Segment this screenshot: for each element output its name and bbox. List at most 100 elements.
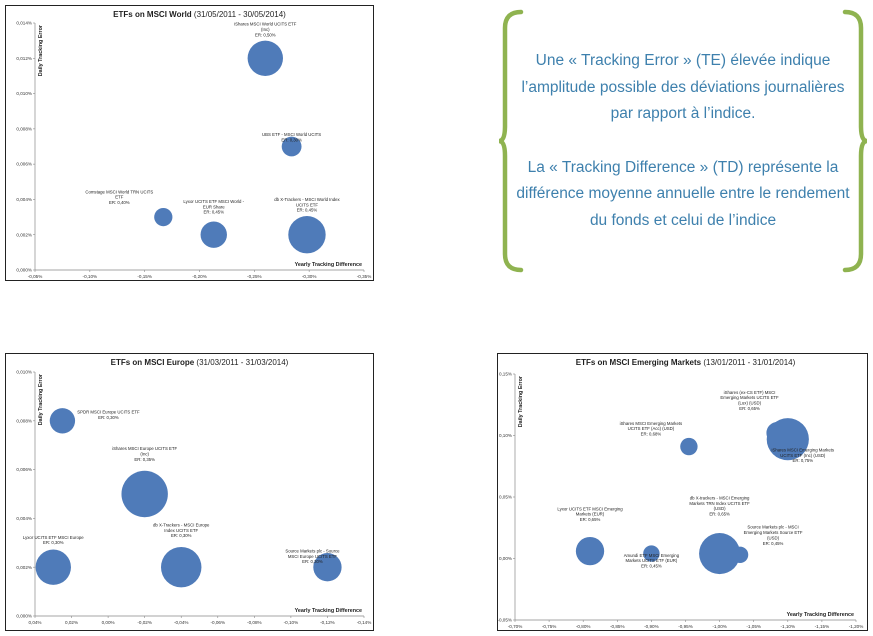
bubble-marker (200, 221, 227, 248)
x-tick-label: -0,70% (508, 624, 523, 629)
y-tick-label: 0,002% (16, 565, 32, 570)
y-tick-label: 0,014% (16, 21, 32, 26)
bubble-label-line: Markets (EUR) (576, 512, 605, 517)
x-tick-label: -0,10% (284, 620, 299, 625)
bubble-label: Amundi ETF MSCI Emerging Markets UCITS ET… (624, 553, 680, 569)
chart-msci-world: ETFs on MSCI World (31/05/2011 - 30/05/2… (5, 5, 374, 281)
bubble-label: SPDR MSCI Europe UCITS ETF ER: 0,30% (77, 409, 140, 419)
x-tick-label: -0,90% (644, 624, 659, 629)
y-tick-label: 0,000% (16, 614, 32, 619)
chart-title-dates: (13/01/2011 - 31/01/2014) (703, 358, 795, 367)
bubble-label-line: ER: 0,35% (134, 457, 155, 462)
bubble-marker (154, 207, 173, 227)
x-tick-label: -0,06% (210, 620, 225, 625)
bubble-label-line: Markets UCITS ETF (EUR) (625, 558, 677, 563)
x-axis-title: Yearly Tracking Difference (787, 612, 854, 618)
chart-title: ETFs on MSCI Europe (31/03/2011 - 31/03/… (111, 358, 289, 367)
bubble-marker (288, 216, 326, 254)
bubble-label-line: ER: 0,68% (641, 432, 662, 437)
bubble-label-line: Lyxor UCITS ETF MSCI Europe (23, 535, 84, 540)
info-paragraph-td: La « Tracking Difference » (TD) représen… (516, 158, 850, 229)
x-tick-label: -0,12% (320, 620, 335, 625)
x-tick-label: 0,04% (28, 620, 41, 625)
y-tick-label: 0,010% (16, 91, 32, 96)
bubble-label-line: Markets TRN Index UCITS ETF (689, 501, 750, 506)
bubble-label: iShares (ex-CS ETF) MSCI Emerging Markets… (720, 390, 779, 411)
bubble-marker (35, 549, 71, 585)
y-tick-label: 0,05% (499, 495, 512, 500)
bubble-marker (313, 553, 342, 582)
chart-title-main: ETFs on MSCI Europe (111, 358, 197, 367)
y-tick-label: 0,15% (499, 372, 512, 377)
bubble-label-line: Amundi ETF MSCI Emerging (624, 553, 680, 558)
bubble-marker (731, 546, 749, 564)
info-box: Une « Tracking Error » (TE) élevée indiq… (497, 8, 869, 274)
bubble-label: UBS ETF - MSCI World UCITS ER: 0,30% (262, 132, 321, 142)
bubble-label-line: UBS ETF - MSCI World UCITS (262, 132, 321, 137)
bubble-label-line: ER: 0,30% (171, 533, 192, 538)
y-tick-label: 0,004% (16, 516, 32, 521)
x-tick-label: -0,30% (302, 274, 317, 279)
x-tick-label: 0,00% (102, 620, 115, 625)
bubble-label-line: ER: 0,45% (763, 541, 784, 546)
bubble-label-line: iShares MSCI Emerging Markets (620, 421, 683, 426)
x-tick-label: -0,15% (137, 274, 152, 279)
bubble-label-line: Source Markets plc - MSCI (747, 525, 798, 530)
bubble-label-line: ER: 0,30% (43, 540, 64, 545)
y-tick-label: 0,004% (16, 197, 32, 202)
bubble-label: db X-Trackers - MSCI World Index UCITS ET… (274, 197, 340, 213)
x-tick-label: -0,04% (174, 620, 189, 625)
x-tick-label: -0,02% (137, 620, 152, 625)
x-tick-label: -1,00% (712, 624, 727, 629)
left-bracket (498, 9, 524, 273)
bubble-label-line: Index UCITS ETF (164, 528, 198, 533)
bubble-marker (643, 545, 660, 562)
bubble-label: Lyxor UCITS ETF MSCI Europe ER: 0,30% (23, 535, 84, 545)
y-axis-title: Daily Tracking Error (38, 24, 44, 76)
chart-title-main: ETFs on MSCI Emerging Markets (576, 358, 704, 367)
chart-title: ETFs on MSCI Emerging Markets (13/01/201… (576, 358, 796, 367)
x-tick-label: -0,85% (610, 624, 625, 629)
bubble-label: db X-trackers - MSCI Emerging Markets TRN… (689, 495, 750, 516)
x-tick-label: -0,20% (192, 274, 207, 279)
bubble-label-line: ER: 0,45% (297, 208, 318, 213)
x-tick-label: -0,95% (678, 624, 693, 629)
bubble-marker (49, 408, 76, 434)
x-tick-label: -1,05% (746, 624, 761, 629)
bubble-label-line: (Inc) (140, 452, 149, 457)
y-tick-label: 0,010% (16, 370, 32, 375)
x-axis-title: Yearly Tracking Difference (295, 608, 362, 614)
bubble-label-line: ER: 0,30% (281, 138, 302, 143)
info-brackets (498, 9, 868, 273)
bubble-label-line: iShares (ex-CS ETF) MSCI (724, 390, 776, 395)
chart-msci-emerging-markets: ETFs on MSCI Emerging Markets (13/01/201… (497, 353, 868, 631)
x-tick-label: -0,08% (247, 620, 262, 625)
x-tick-label: -0,35% (357, 274, 372, 279)
chart-msci-europe-svg: ETFs on MSCI Europe (31/03/2011 - 31/03/… (16, 358, 371, 625)
bubble-marker (699, 533, 741, 575)
x-tick-label: -0,05% (28, 274, 43, 279)
x-tick-label: -1,20% (849, 624, 864, 629)
bubble-marker (247, 40, 283, 76)
bubble-label-line: iShares MSCI Europe UCITS ETF (112, 446, 177, 451)
bubble-label-line: db X-trackers - MSCI Emerging (690, 495, 750, 500)
bubble-label-line: Comstage MSCI World TRN UCITS (85, 189, 153, 194)
chart-title: ETFs on MSCI World (31/05/2011 - 30/05/2… (113, 10, 286, 19)
y-axis-title: Daily Tracking Error (518, 375, 524, 427)
y-tick-label: 0,008% (16, 126, 32, 131)
bubble-label-line: MSCI Europe UCITS ETF (288, 554, 338, 559)
bubble-label-line: (USD) (714, 506, 727, 511)
bubble-label-line: iShares MSCI World UCITS ETF (234, 21, 297, 26)
bubble-label-line: SPDR MSCI Europe UCITS ETF (77, 409, 140, 414)
bubble-label: Source Markets plc - Source MSCI Europe U… (285, 548, 340, 564)
bubble-marker (766, 418, 809, 461)
bubble-label: iShares MSCI Emerging Markets UCITS ETF (… (620, 421, 683, 437)
bubble-label-line: Emerging Markets Source ETF (744, 530, 803, 535)
bubble-marker (575, 536, 605, 566)
chart-title-main: ETFs on MSCI World (113, 10, 194, 19)
x-axis-title: Yearly Tracking Difference (295, 262, 362, 268)
bubble-label-line: ER: 0,45% (641, 564, 662, 569)
y-tick-label: 0,008% (16, 418, 32, 423)
x-tick-label: -1,10% (781, 624, 796, 629)
chart-msci-world-svg: ETFs on MSCI World (31/05/2011 - 30/05/2… (16, 10, 372, 279)
